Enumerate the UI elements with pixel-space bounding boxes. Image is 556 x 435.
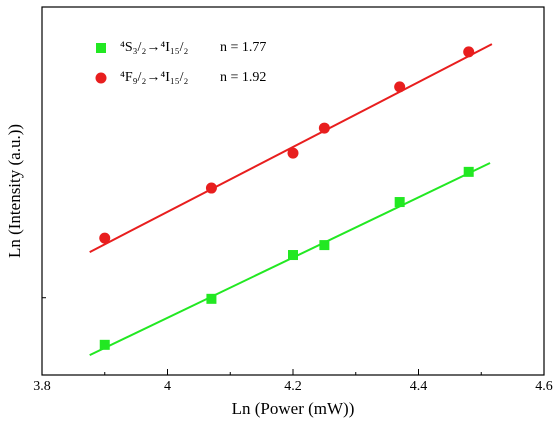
legend-annotation: n = 1.92 <box>220 70 266 85</box>
x-tick-label: 4.2 <box>284 379 302 394</box>
marker <box>288 250 298 261</box>
marker <box>318 122 330 134</box>
marker <box>394 81 406 93</box>
marker <box>463 166 474 177</box>
marker <box>99 339 110 350</box>
marker <box>205 182 217 194</box>
x-tick-label: 4.6 <box>535 379 553 394</box>
x-tick-label: 3.8 <box>33 379 51 394</box>
legend-label: ⁴F₉/₂→⁴I₁₅/₂ <box>120 70 189 85</box>
x-axis-label: Ln (Power (mW)) <box>232 399 355 418</box>
marker <box>394 197 405 208</box>
marker <box>463 46 475 58</box>
x-tick-label: 4 <box>164 379 171 394</box>
marker <box>287 147 299 159</box>
marker <box>99 232 111 244</box>
legend-marker <box>96 43 106 53</box>
plot-frame <box>41 6 545 376</box>
marker <box>319 240 330 251</box>
marker <box>206 293 217 304</box>
x-tick-label: 4.4 <box>410 379 428 394</box>
legend-marker <box>95 72 107 84</box>
legend-label: ⁴S₃/₂→⁴I₁₅/₂ <box>120 40 189 55</box>
y-axis-label: Ln (Intensity (a.u.)) <box>5 124 24 258</box>
legend-annotation: n = 1.77 <box>220 40 266 55</box>
